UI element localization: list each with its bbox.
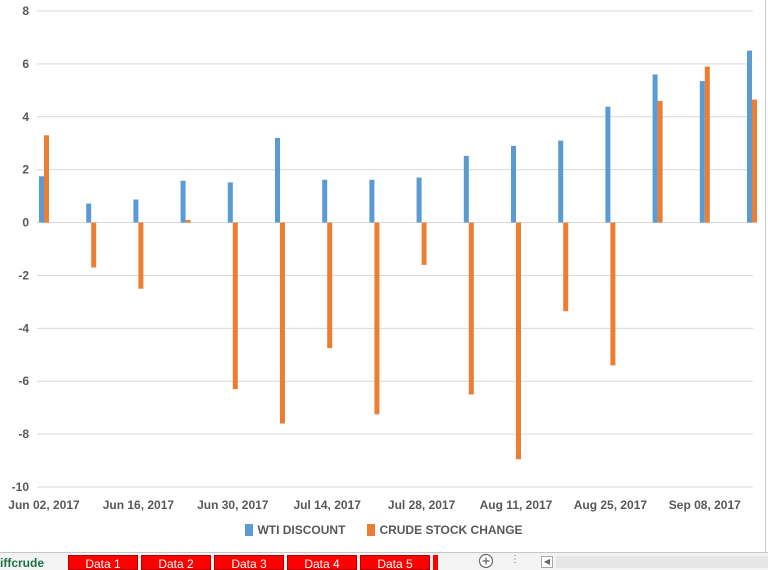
crude-stock-change-bar-9: [468, 222, 474, 395]
triangle-left-icon[interactable]: ◀: [541, 556, 553, 568]
sheet-tab-data-5[interactable]: Data 5: [360, 555, 430, 570]
crude-stock-change-bar-0: [44, 135, 49, 223]
sheet-tab-data-2[interactable]: Data 2: [141, 555, 211, 570]
crude-stock-change-bar-4: [232, 222, 238, 390]
legend-swatch-crude: [367, 524, 376, 536]
y-tick-label: 4: [22, 110, 29, 124]
legend-label-wti: WTI DISCOUNT: [257, 523, 346, 537]
y-tick-label: -2: [18, 268, 29, 282]
chart-area: -10 -8 -6 -4 -2 0 2 4 6 8 Jun 02, 2017 Jun 16, 201…: [0, 0, 768, 552]
crude-stock-change-bar-7: [374, 222, 380, 415]
crude-stock-change-bar-15: [752, 99, 757, 223]
splitter-dots-icon[interactable]: ⋮: [510, 554, 520, 565]
legend: WTI DISCOUNT CRUDE STOCK CHANGE: [0, 520, 768, 540]
x-tick-label: Jul 28, 2017: [388, 498, 456, 512]
wti-discount-bar-4: [227, 182, 233, 223]
wti-discount-bar-14: [699, 81, 705, 223]
sheet-tabs: Data 1 Data 2 Data 3 Data 4 Data 5: [68, 555, 438, 570]
sheet-tab-partial-right[interactable]: [433, 555, 438, 570]
wti-discount-bar-1: [86, 203, 92, 223]
x-tick-label: Jun 16, 2017: [103, 498, 175, 512]
horizontal-scrollbar[interactable]: [556, 556, 768, 568]
crude-stock-change-bar-3: [185, 219, 191, 223]
y-tick-label: -6: [18, 374, 29, 388]
gridlines: [37, 10, 753, 488]
wti-discount-bar-8: [416, 177, 422, 223]
legend-item-crude-stock-change: CRUDE STOCK CHANGE: [367, 523, 523, 537]
sheet-tab-data-1[interactable]: Data 1: [68, 555, 138, 570]
y-tick-label: 8: [22, 4, 29, 18]
legend-swatch-wti: [245, 524, 254, 536]
y-tick-label: 0: [22, 216, 29, 230]
wti-discount-bar-2: [133, 199, 139, 223]
x-tick-label: Aug 25, 2017: [574, 498, 648, 512]
legend-label-crude: CRUDE STOCK CHANGE: [379, 523, 523, 537]
bars: [39, 50, 757, 460]
wti-discount-bar-12: [605, 106, 611, 223]
x-tick-label: Jun 02, 2017: [8, 498, 80, 512]
y-tick-label: -10: [12, 480, 30, 494]
x-axis: Jun 02, 2017 Jun 16, 2017 Jun 30, 2017 Jul …: [8, 498, 741, 512]
crude-stock-change-bar-6: [327, 222, 333, 349]
y-tick-label: 2: [22, 163, 29, 177]
x-tick-label: Sep 08, 2017: [669, 498, 741, 512]
crude-stock-change-bar-5: [280, 222, 285, 424]
crude-stock-change-bar-12: [610, 222, 616, 366]
sheet-tab-data-3[interactable]: Data 3: [214, 555, 284, 570]
y-tick-label: 6: [22, 57, 29, 71]
wti-discount-bar-11: [558, 140, 564, 223]
chart-border: [765, 0, 766, 552]
wti-discount-bar-15: [747, 50, 752, 223]
wti-discount-bar-6: [322, 179, 328, 223]
wti-discount-bar-13: [652, 74, 658, 223]
wti-discount-bar-9: [463, 155, 469, 223]
crude-stock-change-bar-11: [563, 222, 569, 312]
chart-plot: -10 -8 -6 -4 -2 0 2 4 6 8 Jun 02, 2017 Jun 16, 201…: [8, 4, 757, 512]
sheet-tab-data-4[interactable]: Data 4: [287, 555, 357, 570]
y-tick-label: -8: [18, 427, 29, 441]
wti-discount-bar-3: [180, 180, 186, 223]
crude-stock-change-bar-1: [91, 222, 97, 268]
crude-stock-change-bar-10: [516, 222, 521, 460]
legend-item-wti-discount: WTI DISCOUNT: [245, 523, 345, 537]
wti-discount-bar-5: [275, 137, 280, 223]
x-tick-label: Jul 14, 2017: [294, 498, 362, 512]
sheet-tab-bar: iffcrude Data 1 Data 2 Data 3 Data 4 Dat…: [0, 552, 768, 570]
crude-stock-change-bar-8: [421, 222, 427, 265]
crude-stock-change-bar-2: [138, 222, 144, 289]
crude-stock-change-bar-14: [704, 66, 710, 223]
crude-stock-change-bar-13: [657, 100, 663, 223]
sheet-tab-partial[interactable]: iffcrude: [0, 556, 45, 570]
plus-circle-icon[interactable]: [478, 553, 494, 569]
wti-discount-bar-10: [511, 145, 516, 223]
wti-discount-bar-7: [369, 179, 375, 223]
x-tick-label: Aug 11, 2017: [480, 498, 553, 512]
y-axis: -10 -8 -6 -4 -2 0 2 4 6 8: [12, 4, 30, 494]
wti-discount-bar-0: [39, 176, 44, 223]
y-tick-label: -4: [18, 321, 29, 335]
x-tick-label: Jun 30, 2017: [197, 498, 269, 512]
